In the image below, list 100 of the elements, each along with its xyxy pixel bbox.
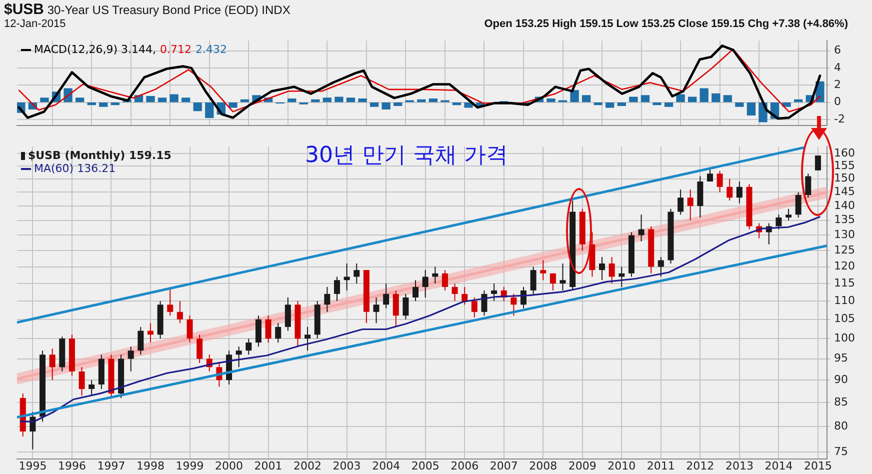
bar: [334, 96, 344, 102]
x-tick-label: 2009: [568, 459, 596, 472]
bar: [370, 102, 379, 107]
candlestick: [255, 315, 262, 348]
y-tick-label: 110: [834, 294, 855, 307]
candlestick: [196, 334, 203, 364]
legend-label: MA(60) 136.21: [34, 162, 116, 175]
bar: [617, 102, 626, 106]
candlestick: [658, 256, 664, 278]
x-tick-label: 2001: [254, 459, 282, 472]
bar: [629, 96, 638, 102]
candlestick: [304, 326, 311, 352]
candlestick: [49, 348, 56, 381]
bar: [700, 88, 708, 102]
candlestick: [265, 315, 272, 344]
text: 2.432: [196, 42, 228, 56]
candlestick: [147, 322, 154, 344]
candlestick: [138, 326, 144, 356]
bar: [146, 96, 155, 102]
bar: [170, 94, 178, 102]
bar: [158, 98, 167, 102]
bar: [205, 102, 214, 118]
x-tick-label: 2000: [215, 459, 244, 472]
candlestick: [334, 276, 340, 302]
x-tick-label: 2013: [725, 459, 754, 472]
bar: [746, 102, 756, 116]
y-tick-label: 115: [834, 276, 855, 290]
bar: [346, 98, 356, 102]
candlestick: [638, 214, 644, 242]
y-tick-label: 80: [834, 419, 848, 432]
candlestick: [560, 262, 566, 291]
bar: [182, 98, 190, 102]
x-tick-label: 1997: [97, 459, 126, 472]
candlestick: [706, 168, 713, 182]
y-tick-label: 155: [834, 158, 855, 172]
candlestick: [442, 270, 448, 291]
y-tick-label: 105: [834, 312, 855, 326]
candlestick: [383, 283, 390, 309]
y-tick-label: -2: [834, 112, 845, 126]
candlestick: [726, 178, 733, 201]
x-tick-label: 2011: [646, 459, 675, 472]
candlestick: [471, 296, 478, 318]
x-tick-label: 2004: [372, 459, 400, 472]
candlestick: [687, 189, 694, 221]
candlestick: [412, 280, 419, 302]
bar: [606, 102, 614, 108]
candlestick: [540, 260, 546, 281]
series-label: 0.712: [160, 42, 192, 56]
bar: [99, 102, 108, 107]
y-tick-label: 0: [834, 95, 841, 108]
candlestick: [618, 266, 625, 288]
candlestick: [422, 270, 428, 298]
candlestick: [324, 286, 330, 312]
bar: [546, 98, 556, 102]
y-tick-label: 95: [834, 352, 848, 365]
x-tick-label: 1999: [176, 459, 204, 472]
candlestick: [354, 262, 360, 284]
candlestick: [275, 322, 282, 344]
bar: [193, 102, 202, 112]
bar: [723, 95, 732, 102]
bar: [688, 96, 697, 102]
bar: [428, 98, 438, 102]
candlestick: [344, 262, 350, 291]
bar: [322, 98, 332, 102]
candlestick: [176, 300, 183, 324]
bar: [570, 90, 579, 102]
bar: [75, 98, 84, 102]
candlestick: [716, 170, 723, 193]
candlestick: [402, 293, 409, 320]
y-tick-label: 145: [834, 185, 855, 198]
y-tick-label: 120: [834, 260, 855, 273]
candlestick: [814, 155, 821, 171]
y-tick-label: 100: [834, 331, 855, 344]
bar: [782, 102, 791, 107]
x-tick-label: 2002: [294, 459, 322, 472]
y-tick-label: 6: [834, 44, 841, 57]
x-tick-label: 2015: [804, 459, 832, 472]
candlestick: [550, 272, 556, 291]
bar: [676, 94, 685, 102]
y-tick-label: 75: [834, 444, 848, 458]
bar: [228, 102, 238, 108]
x-tick-label: 1996: [58, 459, 86, 472]
candlestick: [432, 266, 438, 284]
candlestick: [530, 266, 536, 294]
y-tick-label: 4: [834, 60, 841, 74]
chart-subtitle: 12-Jan-2015: [4, 18, 66, 30]
y-tick-label: 2: [834, 78, 841, 91]
candlestick: [78, 366, 85, 396]
bar: [358, 98, 367, 102]
bar: [735, 102, 744, 107]
annotation: 30년 만기 국채 가격: [305, 142, 508, 170]
candlestick: [805, 173, 812, 198]
x-tick-label: 2006: [450, 459, 479, 472]
bar: [40, 98, 49, 102]
candlestick: [678, 189, 684, 216]
y-tick-label: 90: [834, 372, 848, 386]
candlestick: [128, 346, 134, 372]
candlestick: [599, 256, 606, 281]
legend-label: MACD(12,26,9) 3.144,: [34, 42, 156, 56]
candlestick: [246, 338, 252, 356]
